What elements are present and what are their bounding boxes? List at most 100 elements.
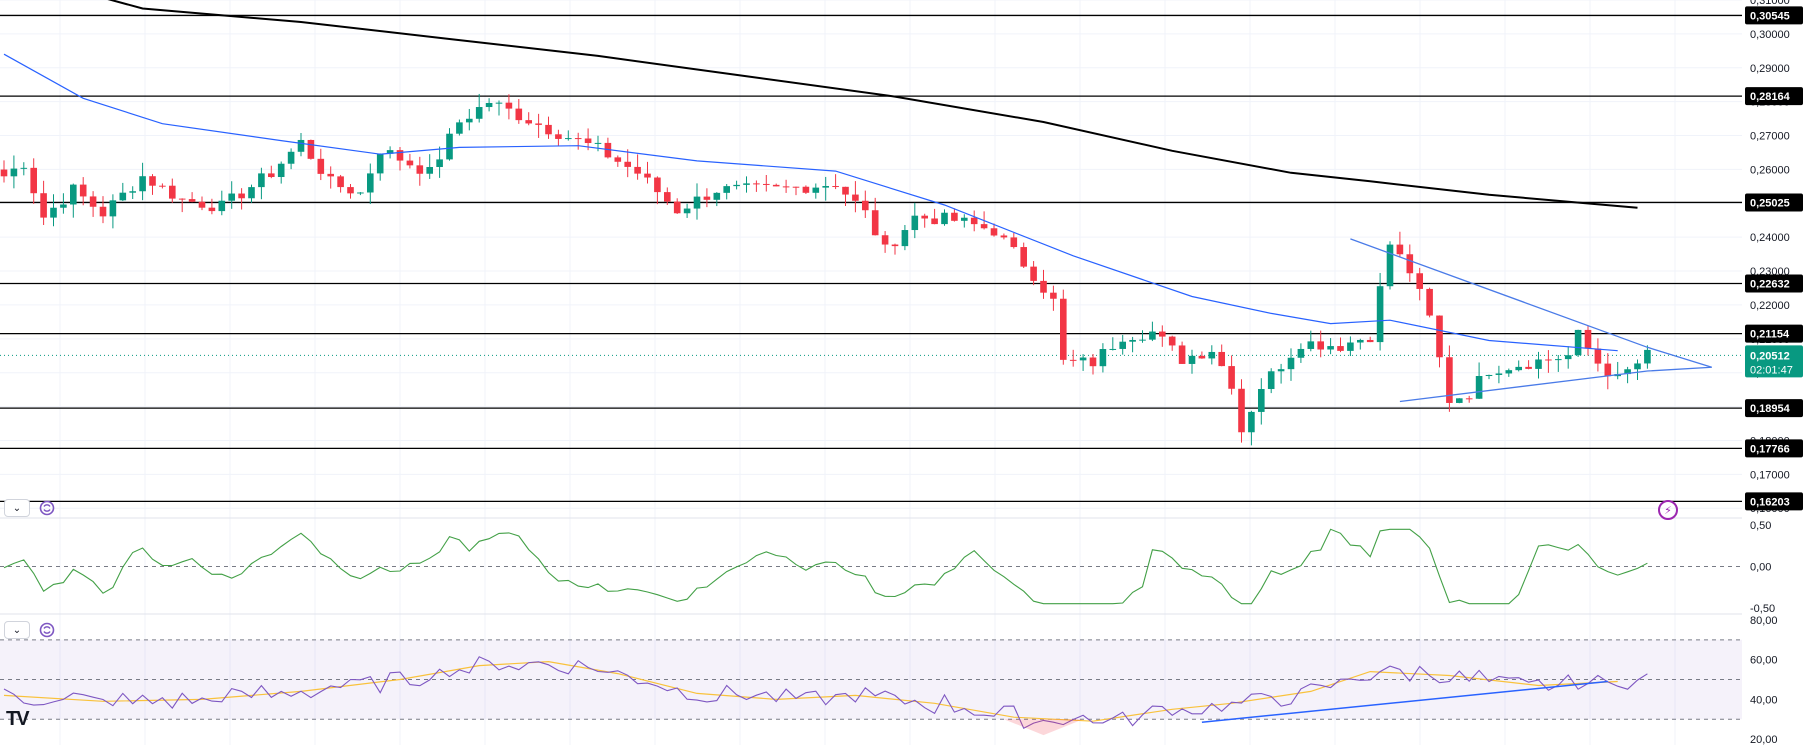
candle-body — [1436, 315, 1443, 358]
price-tick-label: 0,24000 — [1750, 232, 1790, 244]
candle-body — [782, 186, 790, 188]
candle-body — [406, 160, 414, 166]
rsi-oversold-fill — [1003, 719, 1084, 736]
candle-body — [1050, 292, 1057, 299]
candle-body — [1574, 329, 1582, 356]
candle-body — [772, 184, 780, 187]
candle-body — [1604, 363, 1612, 377]
candle-body — [555, 134, 562, 139]
candle-body — [1426, 288, 1433, 316]
candle-body — [277, 163, 285, 178]
candle-body — [634, 166, 641, 174]
candle-body — [248, 187, 255, 199]
price-tick-label: 0,22000 — [1750, 300, 1790, 312]
candle-body — [1060, 298, 1067, 360]
candle-body — [1624, 369, 1631, 375]
candle-body — [20, 167, 28, 169]
sync-icon-2[interactable] — [38, 621, 56, 639]
candle-body — [941, 212, 948, 225]
horizontal-levels — [0, 14, 1742, 502]
level-tag — [1745, 193, 1803, 212]
candle-body — [1178, 345, 1186, 364]
candle-body — [1159, 331, 1166, 337]
tradingview-logo-icon[interactable]: TV — [6, 708, 30, 730]
candle-body — [852, 194, 859, 201]
candle-body — [426, 167, 433, 174]
lightning-alert-icon[interactable]: ⚡ — [1658, 500, 1678, 520]
candle-body — [1317, 341, 1324, 350]
candle-body — [1396, 244, 1404, 255]
candle-body — [376, 153, 384, 174]
candle-body — [1465, 398, 1473, 400]
candle-body — [921, 215, 928, 219]
candle-body — [693, 196, 701, 209]
sync-icon-1[interactable] — [38, 499, 56, 517]
candle-body — [1555, 359, 1562, 361]
candle-body — [1485, 374, 1493, 377]
candle-body — [1525, 366, 1532, 369]
candle-body — [1357, 339, 1364, 343]
candle-body — [624, 161, 631, 167]
candle-body — [129, 191, 136, 193]
candle-body — [664, 192, 671, 202]
candle-body — [901, 230, 909, 247]
candle-body — [347, 187, 354, 194]
candle-body — [763, 183, 770, 185]
candle-body — [1139, 339, 1146, 341]
candle-body — [1406, 254, 1414, 274]
candle-body — [614, 157, 622, 162]
candle-body — [1594, 348, 1602, 364]
candle-body — [198, 201, 206, 208]
candle-body — [258, 173, 265, 188]
level-tag — [1745, 439, 1803, 458]
candle-body — [149, 176, 156, 186]
candle-body — [1069, 359, 1077, 361]
candle-body — [1634, 363, 1641, 370]
candle-body — [673, 201, 681, 214]
candle-body — [565, 138, 572, 140]
level-tag-label: 0,30545 — [1750, 10, 1790, 22]
candle-body — [287, 151, 295, 164]
collapse-pane-button-1[interactable]: ⌄ — [4, 499, 30, 517]
level-tag-label: 0,28164 — [1750, 91, 1791, 103]
candle-body — [515, 108, 523, 121]
level-tag — [1745, 274, 1803, 293]
candle-body — [881, 235, 889, 245]
candle-body — [188, 199, 196, 202]
candle-body — [1030, 266, 1037, 281]
candle-body — [1495, 373, 1503, 375]
candle-body — [0, 169, 8, 177]
moving-averages — [3, 0, 1712, 403]
candle-body — [1168, 336, 1176, 346]
candle-body — [30, 167, 37, 194]
candle-body — [139, 176, 146, 192]
rsi-tick-label: 40,00 — [1750, 694, 1778, 706]
candle-body — [1386, 244, 1394, 287]
level-tag — [1745, 6, 1803, 25]
candle-body — [1446, 357, 1453, 403]
candle-body — [238, 193, 245, 199]
candle-body — [1376, 286, 1384, 343]
candle-body — [337, 176, 344, 188]
candle-body — [1119, 341, 1126, 349]
level-tag-label: 0,18954 — [1750, 403, 1791, 415]
candle-body — [961, 217, 968, 221]
osc-tick-label: -0,50 — [1750, 603, 1775, 615]
collapse-pane-button-2[interactable]: ⌄ — [4, 621, 30, 639]
candle-body — [367, 173, 374, 193]
candle-body — [1505, 370, 1513, 374]
candle-body — [535, 123, 542, 125]
candle-body — [208, 207, 216, 212]
candle-body — [466, 118, 473, 123]
candle-body — [812, 187, 820, 193]
candle-body — [357, 192, 364, 194]
candle-body — [604, 142, 612, 158]
level-tag-label: 0,16203 — [1750, 496, 1790, 508]
price-tick-label: 0,29000 — [1750, 63, 1790, 75]
candle-body — [1040, 280, 1047, 293]
candle-body — [1129, 339, 1136, 342]
candle-body — [317, 158, 325, 174]
candle-body — [268, 173, 275, 178]
